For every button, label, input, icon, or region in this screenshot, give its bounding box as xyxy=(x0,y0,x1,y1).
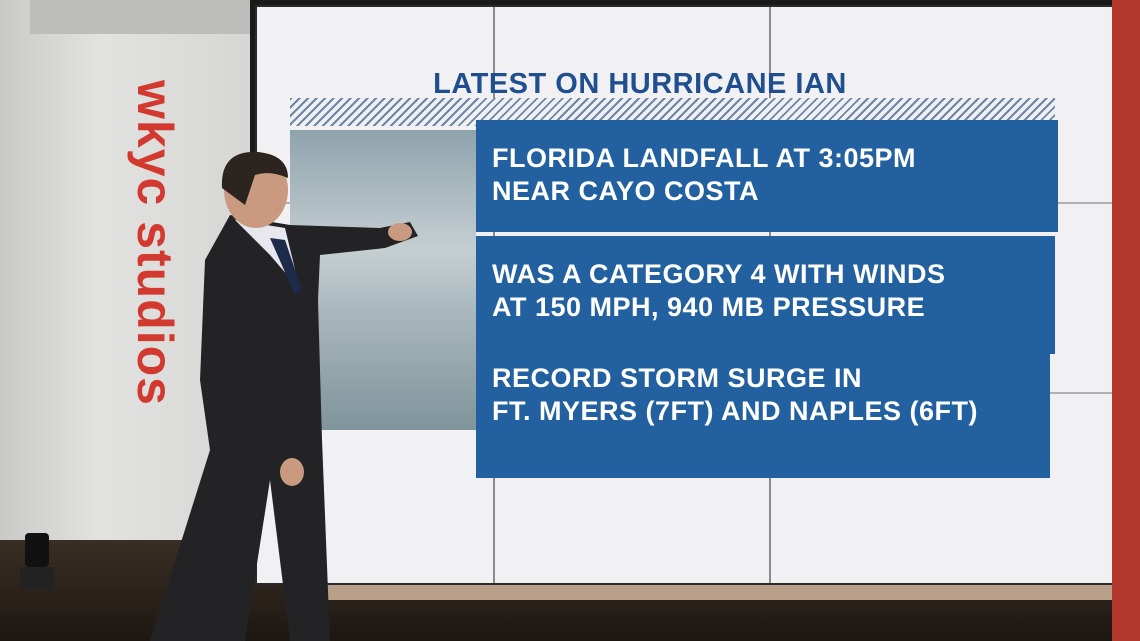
presenter-shirt xyxy=(235,220,300,290)
light-body xyxy=(25,533,49,567)
info-box: RECORD STORM SURGE IN FT. MYERS (7FT) AN… xyxy=(476,340,1050,478)
presenter-suit xyxy=(150,215,418,641)
presenter-hair xyxy=(221,151,288,205)
info-line: RECORD STORM SURGE IN xyxy=(492,363,863,393)
presenter-tie xyxy=(270,238,302,295)
wall-header xyxy=(30,0,250,34)
info-line: WAS A CATEGORY 4 WITH WINDS xyxy=(492,259,946,289)
light-stand xyxy=(20,567,54,589)
red-pillar xyxy=(1112,0,1140,641)
floor-light xyxy=(20,533,54,589)
info-line: FLORIDA LANDFALL AT 3:05PM xyxy=(492,143,916,173)
info-line: NEAR CAYO COSTA xyxy=(492,176,760,206)
info-box: FLORIDA LANDFALL AT 3:05PM NEAR CAYO COS… xyxy=(476,120,1058,232)
presenter-hand xyxy=(388,223,412,241)
info-line: FT. MYERS (7FT) AND NAPLES (6FT) xyxy=(492,396,978,426)
presenter-hand xyxy=(280,458,304,486)
info-line: AT 150 MPH, 940 MB PRESSURE xyxy=(492,292,926,322)
storm-photo xyxy=(290,130,476,430)
screen-title: LATEST ON HURRICANE IAN xyxy=(433,68,847,100)
info-box: WAS A CATEGORY 4 WITH WINDS AT 150 MPH, … xyxy=(476,236,1055,354)
